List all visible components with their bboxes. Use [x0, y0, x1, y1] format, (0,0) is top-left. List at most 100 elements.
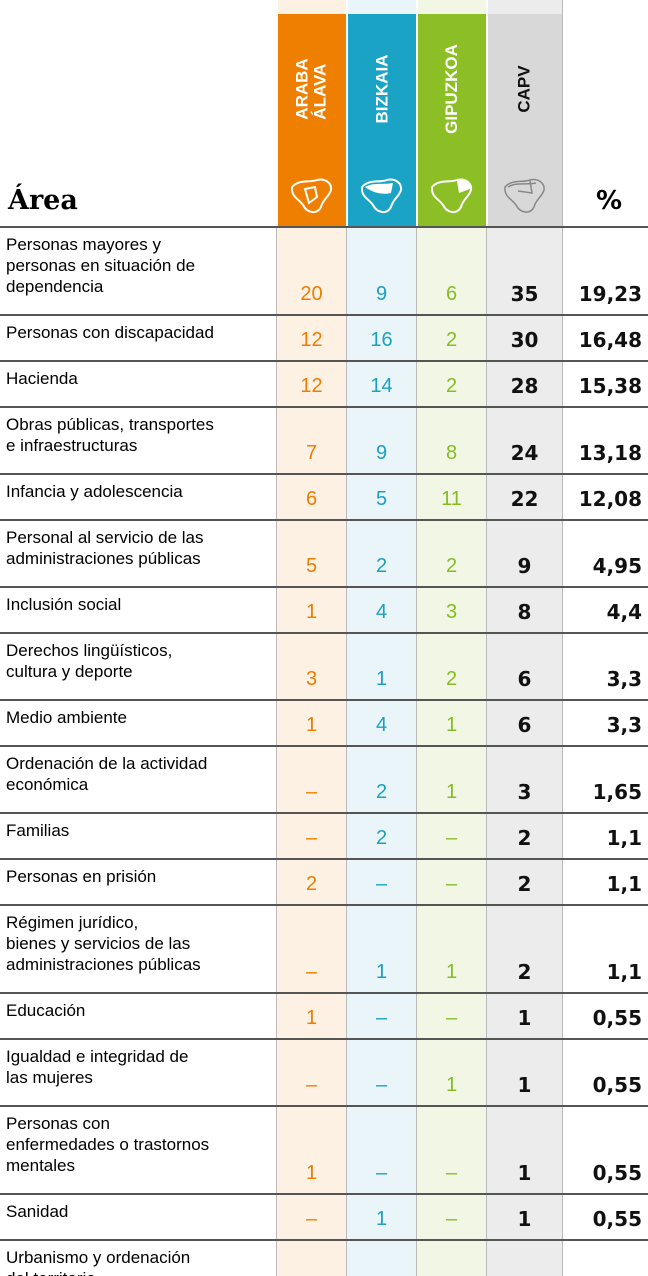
area-line: mentales: [6, 1156, 75, 1175]
area-title: Área: [8, 185, 78, 216]
capv-value: 6: [517, 713, 532, 737]
pct-cell: 0,55: [562, 1107, 648, 1193]
region-cell: –: [276, 906, 346, 992]
region-value: 4: [375, 601, 388, 623]
table-row: Personas con enfermedades o trastornos men…: [0, 1105, 648, 1193]
region-cell: 2: [416, 316, 486, 360]
table-row: Hacienda 12 14 2 28 15,38: [0, 360, 648, 406]
area-cell: Ordenación de la actividad económica: [0, 747, 276, 812]
pct-value: 16,48: [578, 328, 642, 352]
capv-value: 9: [517, 554, 532, 578]
area-line: Personas con discapacidad: [6, 323, 214, 342]
table-row: Régimen jurídico, bienes y servicios de l…: [0, 904, 648, 992]
area-line: económica: [6, 775, 89, 794]
capv-value: 35: [510, 282, 539, 306]
region-value: 9: [375, 283, 388, 305]
area-line: e infraestructuras: [6, 436, 138, 455]
region-cell: 2: [416, 362, 486, 406]
region-cell: 1: [276, 701, 346, 745]
region-value: 1: [375, 961, 388, 983]
area-line: Educación: [6, 1001, 86, 1020]
pct-value: 0,55: [592, 1006, 642, 1030]
pct-cell: 3,3: [562, 701, 648, 745]
area-line: Obras públicas, transportes: [6, 415, 214, 434]
region-value: 11: [441, 488, 462, 510]
pct-cell: 1,65: [562, 747, 648, 812]
area-line: las mujeres: [6, 1068, 93, 1087]
region-cell: 20: [276, 228, 346, 314]
area-line: dependencia: [6, 277, 104, 296]
area-cell: Derechos lingüísticos, cultura y deporte: [0, 634, 276, 699]
region-value: –: [445, 1007, 458, 1029]
pct-cell: 1,1: [562, 860, 648, 904]
area-cell: Obras públicas, transportes e infraestruc…: [0, 408, 276, 473]
area-cell: Régimen jurídico, bienes y servicios de l…: [0, 906, 276, 992]
pct-cell: 0,55: [562, 1241, 648, 1276]
region-cell: 9: [346, 408, 416, 473]
capv-cell: 8: [486, 588, 562, 632]
capv-value: 3: [517, 780, 532, 804]
area-line: Ordenación de la actividad: [6, 754, 208, 773]
table-row: Educación 1 – – 1 0,55: [0, 992, 648, 1038]
region-value: 2: [375, 827, 388, 849]
region-cell: 1: [416, 1241, 486, 1276]
region-value: 12: [300, 375, 323, 397]
capv-cell: 1: [486, 1241, 562, 1276]
region-cell: –: [276, 747, 346, 812]
region-value: 1: [375, 668, 388, 690]
region-value: 5: [305, 555, 318, 577]
capv-cell: 30: [486, 316, 562, 360]
region-value: 14: [370, 375, 393, 397]
region-cell: 3: [276, 634, 346, 699]
region-value: 1: [445, 1074, 458, 1096]
region-cell: 4: [346, 701, 416, 745]
area-cell: Familias: [0, 814, 276, 858]
area-line: Urbanismo y ordenación: [6, 1248, 191, 1267]
area-header: Área: [0, 0, 276, 226]
area-cell: Urbanismo y ordenacióndel territorio: [0, 1241, 276, 1276]
region-cell: –: [276, 814, 346, 858]
region-value: 3: [445, 601, 458, 623]
region-cell: –: [416, 814, 486, 858]
area-cell: Personas con discapacidad: [0, 316, 276, 360]
capv-cell: 35: [486, 228, 562, 314]
region-name: ARABA: [292, 58, 312, 120]
pct-cell: 16,48: [562, 316, 648, 360]
area-line: bienes y servicios de las: [6, 934, 191, 953]
table-row: Familias – 2 – 2 1,1: [0, 812, 648, 858]
region-cell: –: [416, 1107, 486, 1193]
pct-value: 12,08: [578, 487, 642, 511]
region-name: GIPUZKOA: [442, 44, 462, 134]
region-value: 12: [300, 329, 323, 351]
area-line: Personal al servicio de las: [6, 528, 204, 547]
area-cell: Infancia y adolescencia: [0, 475, 276, 519]
capv-cell: 6: [486, 701, 562, 745]
capv-value: 1: [518, 1274, 532, 1276]
pct-value: 1,1: [606, 826, 642, 850]
area-line: Inclusión social: [6, 595, 122, 614]
area-line: Personas con: [6, 1114, 110, 1133]
region-cell: 2: [416, 634, 486, 699]
pct-cell: 4,4: [562, 588, 648, 632]
table-row: Personas con discapacidad 12 16 2 30 16,48: [0, 314, 648, 360]
region-value: 1: [445, 961, 458, 983]
pct-value: 3,3: [606, 713, 642, 737]
region-value: 2: [375, 555, 388, 577]
pct-value: 4,95: [592, 554, 642, 578]
region-value: –: [305, 781, 318, 803]
region-value: 1: [305, 714, 318, 736]
pct-value: 4,4: [606, 600, 642, 624]
pct-value: 0,55: [592, 1207, 642, 1231]
region-cell: –: [346, 994, 416, 1038]
region-value: 16: [370, 329, 393, 351]
area-line: Sanidad: [6, 1202, 69, 1221]
region-value: 2: [375, 781, 388, 803]
region-value: 7: [305, 442, 318, 464]
table-header: Área ARABA ÁLAVA BIZKAIA GIPUZKOA CAPV %: [0, 0, 648, 226]
region-name: CAPV: [514, 65, 534, 113]
map-icon: [360, 178, 403, 213]
table-body: Personas mayores y personas en situación …: [0, 226, 648, 1276]
capv-cell: 22: [486, 475, 562, 519]
area-line: Régimen jurídico,: [6, 913, 139, 932]
area-line: Personas mayores y: [6, 235, 161, 254]
